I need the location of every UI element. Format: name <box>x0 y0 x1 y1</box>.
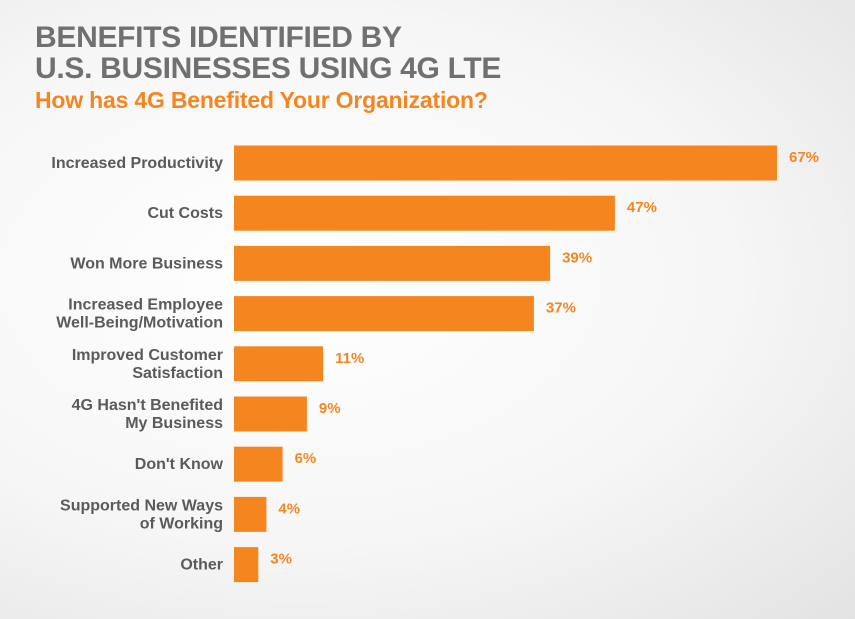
bar <box>234 296 534 332</box>
bar-group: Other 3% <box>180 547 292 583</box>
bar <box>234 145 777 181</box>
bar <box>234 396 307 432</box>
category-label: Well-Being/Motivation <box>56 315 223 332</box>
bar <box>234 195 615 231</box>
value-label: 6% <box>295 450 317 467</box>
chart-title-line-1: BENEFITS IDENTIFIED BY <box>35 21 402 54</box>
chart-subtitle: How has 4G Benefited Your Organization? <box>35 87 488 113</box>
value-label: 11% <box>335 350 364 367</box>
category-label: Increased Employee <box>68 297 223 314</box>
chart-header: BENEFITS IDENTIFIED BY U.S. BUSINESSES U… <box>35 22 501 114</box>
bar <box>234 245 551 281</box>
value-label: 4% <box>278 500 300 517</box>
bar-group: Cut Costs 47% <box>147 195 657 231</box>
bar-group: Increased Productivity 67% <box>51 145 819 181</box>
category-label: Satisfaction <box>132 365 223 382</box>
bar <box>234 446 283 482</box>
category-label: Other <box>180 557 223 574</box>
category-label: of Working <box>140 515 223 532</box>
value-label: 67% <box>789 149 819 166</box>
category-label: Supported New Ways <box>60 497 223 514</box>
value-label: 39% <box>562 249 592 266</box>
category-label: My Business <box>125 415 223 432</box>
bar-group: Won More Business 39% <box>70 245 592 281</box>
value-label: 47% <box>627 199 657 216</box>
value-label: 3% <box>270 551 292 568</box>
category-label: 4G Hasn't Benefited <box>72 397 223 414</box>
category-label: Cut Costs <box>147 205 223 222</box>
category-label: Don't Know <box>135 456 224 473</box>
value-label: 9% <box>319 400 341 417</box>
category-label: Improved Customer <box>72 347 223 364</box>
bar <box>234 496 267 532</box>
bar <box>234 346 324 382</box>
bar-group: Don't Know 6% <box>135 446 317 482</box>
category-label: Won More Business <box>70 255 223 272</box>
bar <box>234 547 259 583</box>
category-label: Increased Productivity <box>51 155 223 172</box>
chart-title-line-2: U.S. BUSINESSES USING 4G LTE <box>35 52 502 85</box>
value-label: 37% <box>546 300 576 317</box>
